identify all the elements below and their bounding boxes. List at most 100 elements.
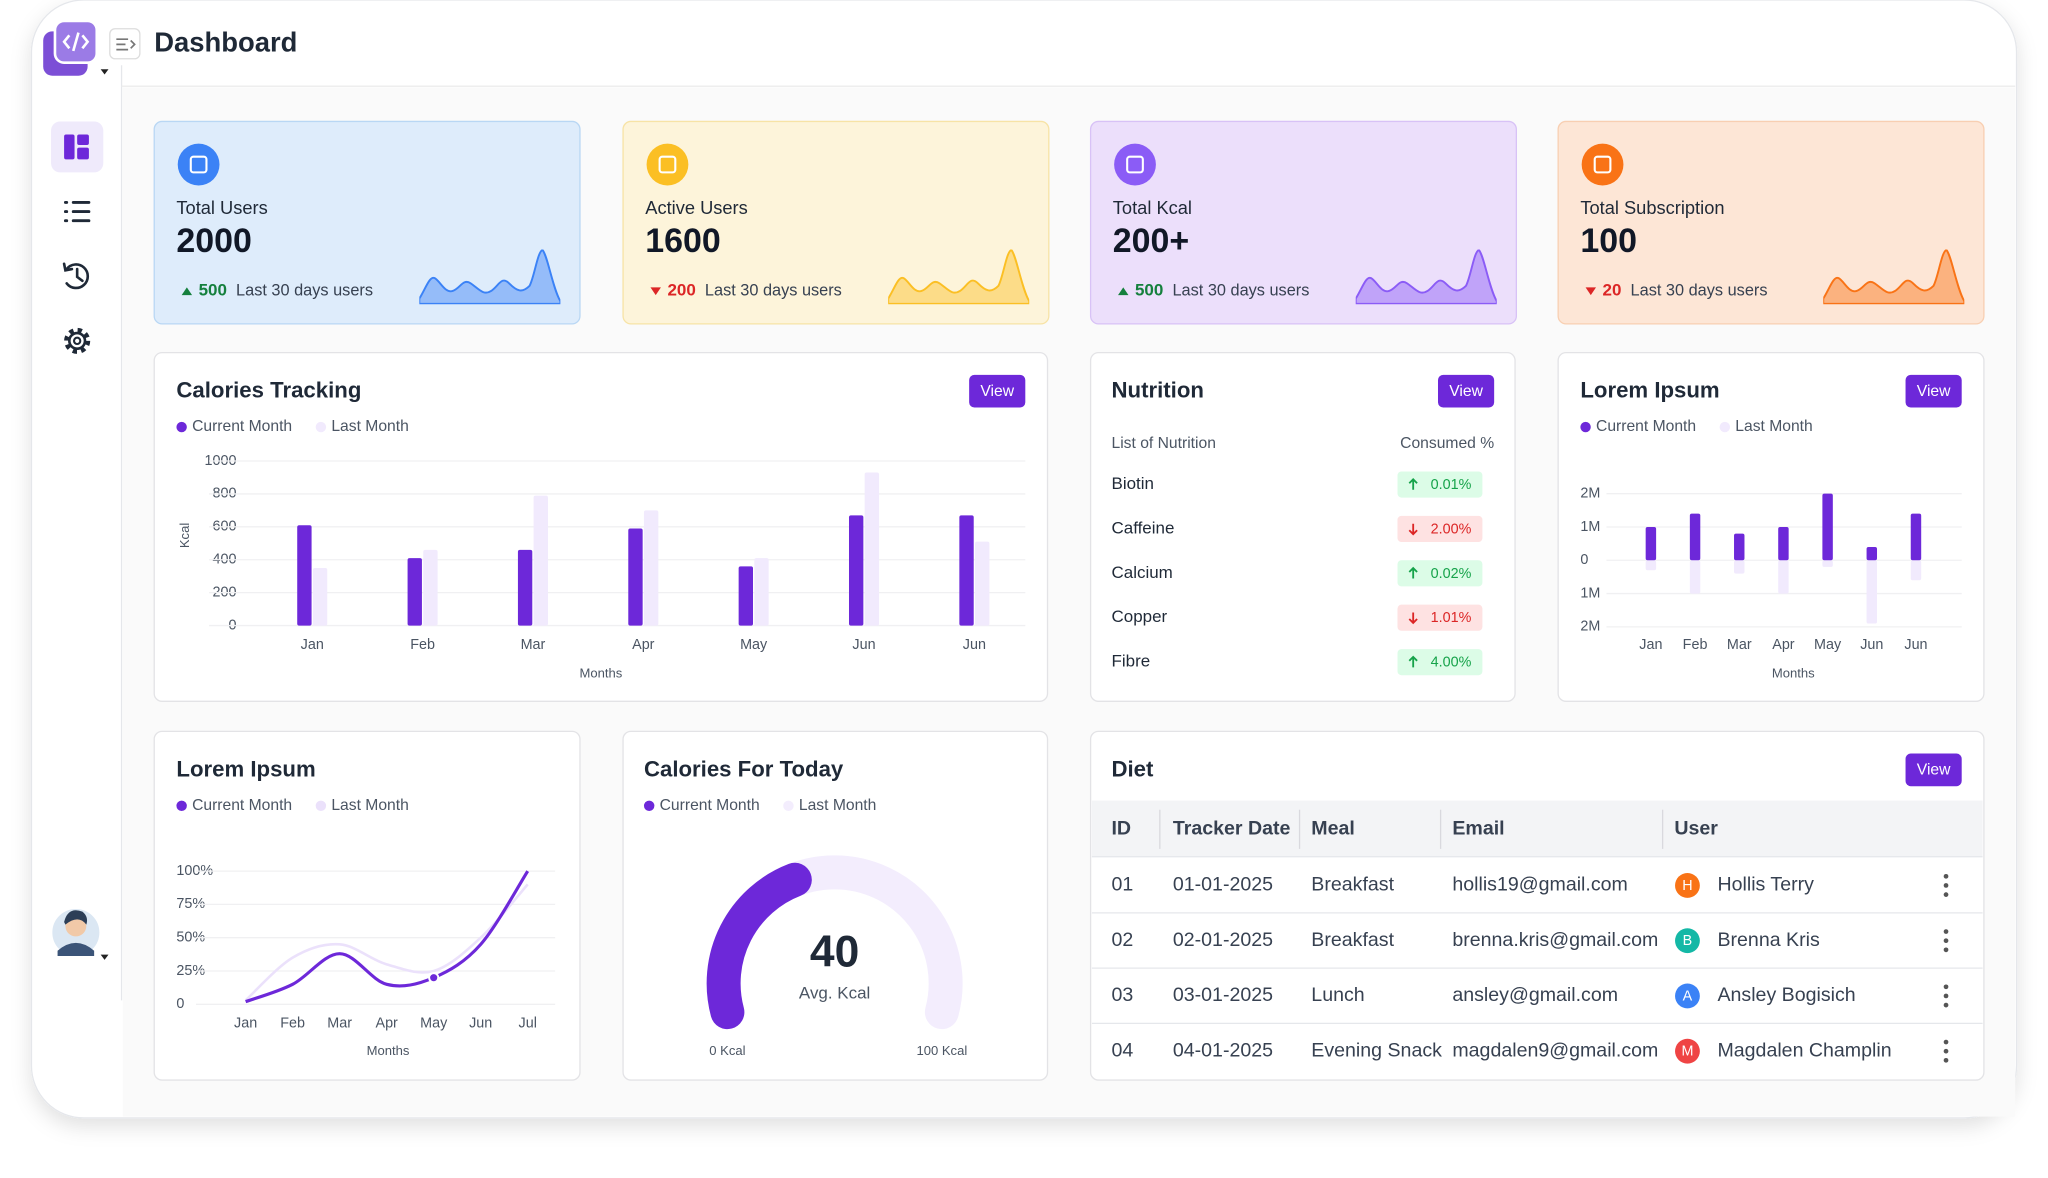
stat-icon bbox=[177, 143, 220, 186]
x-tick-label: Jun bbox=[1904, 637, 1927, 653]
bar bbox=[297, 525, 312, 626]
nav-history[interactable] bbox=[62, 262, 89, 290]
view-button[interactable]: View bbox=[1905, 753, 1962, 787]
bar bbox=[1822, 560, 1833, 567]
nav-icon bbox=[65, 263, 89, 290]
badge-arrow bbox=[1408, 612, 1418, 625]
nav-icon bbox=[77, 134, 89, 145]
stat-card bbox=[153, 120, 581, 325]
cell: 03 bbox=[1112, 984, 1134, 1006]
row-menu[interactable] bbox=[1943, 984, 1949, 1008]
stat-note: Last 30 days users bbox=[1631, 282, 1768, 300]
menu-dot bbox=[1943, 873, 1949, 879]
row-menu[interactable] bbox=[1943, 929, 1949, 953]
view-button[interactable]: View bbox=[1437, 374, 1495, 408]
bar bbox=[848, 515, 864, 626]
legend-dot bbox=[783, 800, 794, 812]
nav-icon bbox=[68, 331, 87, 351]
badge-arrow bbox=[1408, 655, 1418, 668]
y-tick-label: 2M bbox=[1580, 619, 1600, 635]
nav-list[interactable] bbox=[63, 200, 91, 223]
nutrient-name: Biotin bbox=[1112, 474, 1154, 493]
button-bg bbox=[1905, 753, 1962, 787]
bar bbox=[959, 515, 974, 626]
bar bbox=[1866, 560, 1878, 624]
stat-note: Last 30 days users bbox=[236, 282, 373, 300]
avatar-initial: M bbox=[1681, 1044, 1693, 1060]
cell: 04 bbox=[1112, 1039, 1134, 1061]
button-label: View bbox=[980, 383, 1014, 400]
view-button[interactable]: View bbox=[1905, 374, 1962, 408]
badge bbox=[1397, 649, 1483, 676]
chart-title: Lorem Ipsum bbox=[1580, 378, 1719, 403]
menu-dot bbox=[1943, 1048, 1949, 1054]
stat-value: 2000 bbox=[176, 222, 252, 260]
avatar-hair bbox=[64, 910, 88, 925]
badge bbox=[1397, 560, 1483, 587]
stat-icon-glyph bbox=[1126, 155, 1144, 174]
x-tick-label: Jan bbox=[1639, 637, 1662, 653]
stat-card bbox=[1557, 120, 1985, 325]
bar bbox=[1645, 560, 1657, 571]
nutrient-name: Fibre bbox=[1112, 652, 1151, 671]
row-menu[interactable] bbox=[1943, 873, 1949, 897]
logo[interactable] bbox=[43, 19, 109, 76]
trend-arrow bbox=[1585, 287, 1597, 296]
stat-note: Last 30 days users bbox=[705, 282, 842, 300]
bar bbox=[533, 495, 548, 626]
button-bg bbox=[1437, 374, 1495, 408]
y-tick-label: 2M bbox=[1580, 485, 1600, 501]
stat-icon bbox=[1581, 143, 1624, 186]
badge-arrow bbox=[1408, 523, 1418, 536]
x-tick-label: Mar bbox=[521, 637, 546, 653]
sidebar-toggle[interactable] bbox=[109, 28, 141, 60]
trend-arrow bbox=[181, 287, 193, 296]
stat-icon-glyph bbox=[658, 155, 677, 174]
avatar-initial: H bbox=[1682, 878, 1692, 894]
x-axis-label: Months bbox=[1772, 665, 1815, 680]
cell: Breakfast bbox=[1311, 929, 1394, 951]
card-title: Nutrition bbox=[1112, 378, 1204, 403]
column-header: Meal bbox=[1311, 817, 1355, 839]
menu-dot bbox=[1943, 1002, 1949, 1008]
user-avatar bbox=[1675, 983, 1700, 1009]
x-axis-label: Months bbox=[367, 1043, 410, 1058]
badge bbox=[1397, 604, 1483, 631]
gauge-tick-label: 0 Kcal bbox=[709, 1043, 745, 1058]
badge bbox=[1397, 471, 1483, 498]
cell: ansley@gmail.com bbox=[1452, 984, 1618, 1006]
bar bbox=[423, 549, 438, 626]
x-tick-label: May bbox=[1814, 637, 1842, 653]
legend-label: Last Month bbox=[799, 797, 876, 814]
nav-icon bbox=[72, 336, 82, 346]
nav-icon bbox=[64, 327, 91, 354]
user-avatar bbox=[1675, 1038, 1700, 1064]
logo-caret bbox=[100, 69, 109, 75]
x-tick-label: Jun bbox=[1860, 637, 1883, 653]
avatar-body bbox=[57, 942, 95, 956]
row-menu[interactable] bbox=[1943, 1039, 1949, 1063]
gauge-tick-label: 100 Kcal bbox=[916, 1043, 967, 1058]
x-tick-label: Jul bbox=[519, 1016, 537, 1032]
stat-label: Total Users bbox=[176, 197, 267, 218]
x-tick-label: Apr bbox=[632, 637, 655, 653]
y-tick-label: 1M bbox=[1580, 519, 1600, 535]
legend-label: Last Month bbox=[1735, 418, 1812, 435]
user-avatar bbox=[1675, 873, 1700, 898]
toggle-icon bbox=[116, 38, 136, 51]
stat-card bbox=[622, 120, 1050, 325]
x-tick-label: Feb bbox=[410, 637, 435, 653]
user-avatar[interactable] bbox=[49, 906, 109, 960]
cell: 01-01-2025 bbox=[1173, 874, 1273, 896]
column-header: Email bbox=[1452, 817, 1504, 839]
view-button[interactable]: View bbox=[969, 374, 1026, 408]
nav-settings[interactable] bbox=[64, 327, 91, 354]
cell: Magdalen Champlin bbox=[1717, 1039, 1891, 1061]
bar bbox=[1689, 560, 1701, 594]
y-tick-label: 1M bbox=[1580, 585, 1600, 601]
avatar-caret bbox=[100, 954, 109, 960]
nav-dashboard[interactable] bbox=[51, 121, 104, 173]
avatar-initial: B bbox=[1683, 933, 1693, 949]
badge-value: 4.00% bbox=[1431, 655, 1472, 671]
